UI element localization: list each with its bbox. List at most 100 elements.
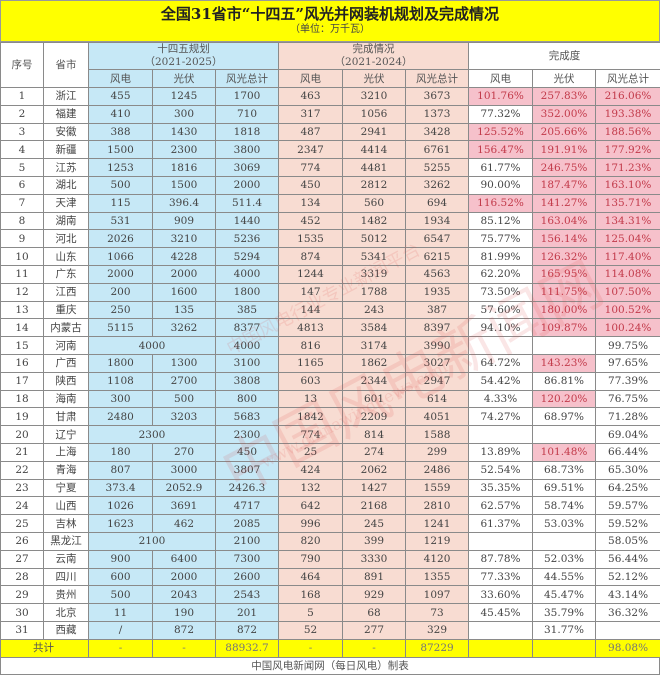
plan-wind: 11 <box>88 603 153 622</box>
rate-wind: 33.60% <box>468 585 534 605</box>
table-row: 24 山西 1026 3691 4717 642 2168 2810 62.57% 58.74% 5… <box>0 496 660 516</box>
done-total: 1219 <box>405 531 470 551</box>
plan-wind: 1066 <box>88 247 153 266</box>
done-wind: 5 <box>278 603 344 622</box>
rate-total: 56.44% <box>595 549 660 569</box>
rate-solar: 68.73% <box>532 460 597 480</box>
done-solar: 3330 <box>342 549 407 569</box>
done-solar: 274 <box>342 442 407 462</box>
table-row: 25 吉林 1623 462 2085 996 245 1241 61.37% 53.03% 59.… <box>0 514 660 533</box>
province-name: 四川 <box>43 567 89 587</box>
done-total: 614 <box>405 389 470 409</box>
plan-solar: 4228 <box>152 247 216 266</box>
plan-wind: 2480 <box>88 407 153 427</box>
rate-solar: 31.77% <box>532 620 597 640</box>
table-row: 1 浙江 455 1245 1700 463 3210 3673 101.76% 257.83% 2… <box>0 87 660 106</box>
subheader-rate-wind: 风电 <box>468 69 534 88</box>
done-wind: 603 <box>278 371 344 391</box>
done-wind: 144 <box>278 300 344 320</box>
done-solar: 245 <box>342 514 407 533</box>
table-row: 26 黑龙江 2100 2100 820 399 1219 58.05% <box>0 531 660 551</box>
rate-wind <box>468 531 534 551</box>
plan-total: 4000 <box>214 264 280 284</box>
done-solar: 601 <box>342 389 407 409</box>
rate-wind: 75.77% <box>468 229 534 249</box>
done-solar: 560 <box>342 193 407 213</box>
plan-wind: 373.4 <box>88 478 153 498</box>
row-number: 9 <box>0 229 44 249</box>
province-name: 北京 <box>43 603 89 622</box>
plan-wind: 2000 <box>88 264 153 284</box>
plan-solar: 3262 <box>152 318 216 338</box>
row-number: 16 <box>0 353 44 373</box>
done-total: 1373 <box>405 104 470 124</box>
done-solar: 2344 <box>342 371 407 391</box>
rate-solar: 205.66% <box>532 122 597 142</box>
table-row: 4 新疆 1500 2300 3800 2347 4414 6761 156.47% 191.91… <box>0 140 660 160</box>
plan-solar: 3000 <box>152 460 216 480</box>
province-name: 上海 <box>43 442 89 462</box>
header-done-period: （2021-2024） <box>334 56 413 69</box>
rate-total: 171.23% <box>595 158 660 177</box>
rate-solar: 58.74% <box>532 496 597 516</box>
rate-total: 163.10% <box>595 175 660 195</box>
province-name: 湖北 <box>43 175 89 195</box>
province-name: 山西 <box>43 496 89 516</box>
plan-total: 1800 <box>214 282 280 302</box>
row-number: 4 <box>0 140 44 160</box>
plan-solar: 3691 <box>152 496 216 516</box>
plan-total: 5294 <box>214 247 280 266</box>
province-name: 贵州 <box>43 585 89 605</box>
plan-wind: / <box>88 620 153 640</box>
row-number: 18 <box>0 389 44 409</box>
province-name: 浙江 <box>43 87 89 106</box>
plan-total: 5236 <box>214 229 280 249</box>
page-title: 全国31省市“十四五”风光并网装机规划及完成情况 <box>160 5 500 23</box>
rate-total: 100.24% <box>595 318 660 338</box>
total-ps: - <box>152 638 216 658</box>
rate-total: 76.75% <box>595 389 660 409</box>
done-total: 6761 <box>405 140 470 160</box>
row-number: 22 <box>0 460 44 480</box>
rate-solar: 35.79% <box>532 603 597 622</box>
rate-total: 77.39% <box>595 371 660 391</box>
done-total: 6215 <box>405 247 470 266</box>
plan-solar: 6400 <box>152 549 216 569</box>
plan-wind: 250 <box>88 300 153 320</box>
plan-solar: 2052.9 <box>152 478 216 498</box>
header-plan: 十四五规划 （2021-2025） <box>87 41 280 71</box>
plan-solar: 1600 <box>152 282 216 302</box>
plan-total: 3069 <box>214 158 280 177</box>
rate-wind: 61.37% <box>468 514 534 533</box>
total-cs: - <box>342 638 407 658</box>
plan-wind: 1108 <box>88 371 153 391</box>
done-solar: 399 <box>342 531 407 551</box>
plan-total: 710 <box>214 104 280 124</box>
done-wind: 132 <box>278 478 344 498</box>
total-cw: - <box>278 638 344 658</box>
plan-total: 2085 <box>214 514 280 533</box>
row-number: 8 <box>0 211 44 231</box>
done-total: 2486 <box>405 460 470 480</box>
row-number: 21 <box>0 442 44 462</box>
table-row: 10 山东 1066 4228 5294 874 5341 6215 81.99% 126.32%… <box>0 247 660 266</box>
data-table: 序号 省市 十四五规划 （2021-2025） 完成情况 （2021-2024）… <box>0 41 660 658</box>
rate-wind: 73.50% <box>468 282 534 302</box>
done-solar: 5341 <box>342 247 407 266</box>
province-name: 宁夏 <box>43 478 89 498</box>
total-pt: 88932.7 <box>214 638 280 658</box>
done-total: 3027 <box>405 353 470 373</box>
done-solar: 1482 <box>342 211 407 231</box>
row-number: 20 <box>0 425 44 444</box>
plan-wind: 1623 <box>88 514 153 533</box>
done-wind: 424 <box>278 460 344 480</box>
table-row: 11 广东 2000 2000 4000 1244 3319 4563 62.20% 165.95… <box>0 264 660 284</box>
done-total: 1355 <box>405 567 470 587</box>
plan-total: 2543 <box>214 585 280 605</box>
rate-total: 97.65% <box>595 353 660 373</box>
plan-wind: 410 <box>88 104 153 124</box>
done-wind: 1244 <box>278 264 344 284</box>
rate-total: 64.25% <box>595 478 660 498</box>
plan-total: 385 <box>214 300 280 320</box>
done-wind: 452 <box>278 211 344 231</box>
